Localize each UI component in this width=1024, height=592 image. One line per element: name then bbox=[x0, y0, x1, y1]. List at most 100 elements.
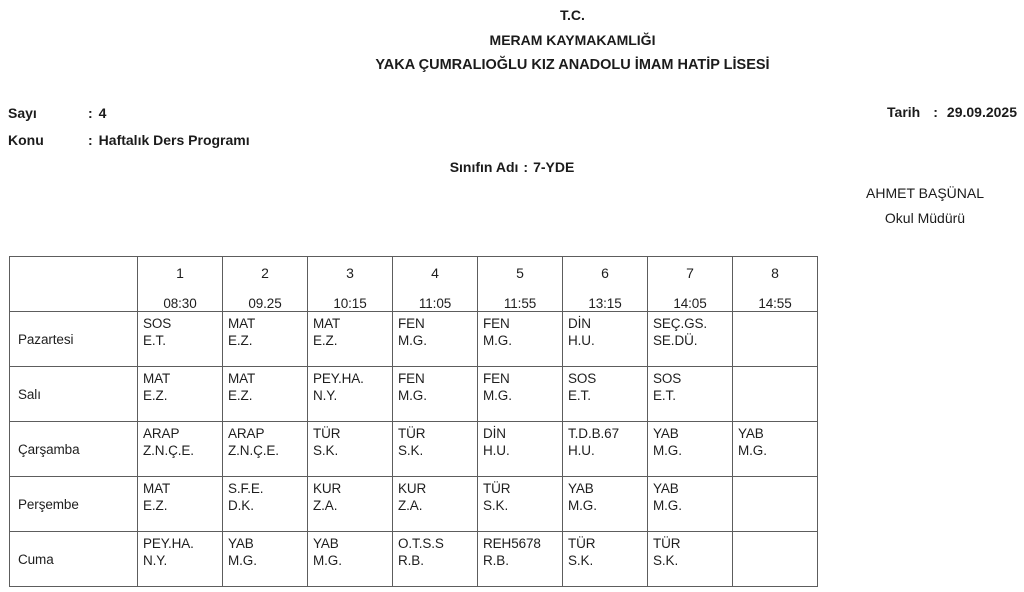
lesson-subject: ARAP bbox=[228, 426, 265, 441]
sayi-label: Sayı bbox=[8, 105, 37, 121]
lesson-teacher: S.K. bbox=[398, 443, 424, 458]
konu-separator: : bbox=[88, 132, 93, 148]
lesson-teacher: D.K. bbox=[228, 498, 254, 513]
lesson-subject: FEN bbox=[483, 316, 510, 331]
period-time: 11:55 bbox=[500, 296, 540, 311]
class-name-label: Sınıfın Adı bbox=[449, 159, 519, 175]
lesson-subject: TÜR bbox=[313, 426, 341, 441]
period-number: 7 bbox=[686, 265, 694, 281]
lesson-subject: TÜR bbox=[398, 426, 426, 441]
schedule-table: 1 08:30 2 09.25 3 10:15 4 11:05 5 11:55 6 13:15 7 14:… bbox=[9, 256, 818, 587]
day-row: Çarşamba ARAP Z.N.Ç.E. ARAP Z.N.Ç.E. TÜR S.K. T… bbox=[9, 421, 818, 477]
day-name-cell: Salı bbox=[9, 366, 138, 422]
lesson-teacher: M.G. bbox=[653, 443, 682, 458]
lesson-cell: FEN M.G. bbox=[477, 311, 563, 367]
lesson-teacher: E.T. bbox=[143, 333, 166, 348]
period-number: 6 bbox=[601, 265, 609, 281]
period-header-cell: 4 11:05 bbox=[392, 256, 478, 312]
konu-value: Haftalık Ders Programı bbox=[98, 132, 250, 148]
lesson-cell: ARAP Z.N.Ç.E. bbox=[222, 421, 308, 477]
lesson-cell: SOS E.T. bbox=[647, 366, 733, 422]
lesson-teacher: M.G. bbox=[653, 498, 682, 513]
day-row: Salı MAT E.Z. MAT E.Z. PEY.HA. N.Y. FEN M.G. FEN M… bbox=[9, 366, 818, 422]
lesson-subject: MAT bbox=[143, 371, 171, 386]
lesson-subject: TÜR bbox=[483, 481, 511, 496]
lesson-subject: MAT bbox=[228, 316, 256, 331]
lesson-cell: TÜR S.K. bbox=[392, 421, 478, 477]
lesson-teacher: S.K. bbox=[313, 443, 339, 458]
period-header-cell: 7 14:05 bbox=[647, 256, 733, 312]
tarih-value: 29.09.2025 bbox=[946, 104, 1017, 120]
schedule-body: Pazartesi SOS E.T. MAT E.Z. MAT E.Z. FEN M.G. FEN… bbox=[9, 311, 818, 587]
lesson-cell: MAT E.Z. bbox=[222, 366, 308, 422]
lesson-cell: DİN H.U. bbox=[562, 311, 648, 367]
lesson-subject: T.D.B.67 bbox=[568, 426, 619, 441]
lesson-cell: KUR Z.A. bbox=[392, 476, 478, 532]
lesson-cell: KUR Z.A. bbox=[307, 476, 393, 532]
lesson-teacher: M.G. bbox=[313, 553, 342, 568]
lesson-teacher: E.T. bbox=[653, 388, 676, 403]
lesson-subject: SOS bbox=[653, 371, 682, 386]
lesson-cell: ARAP Z.N.Ç.E. bbox=[137, 421, 223, 477]
lesson-cell bbox=[732, 311, 818, 367]
header-district: MERAM KAYMAKAMLIĞI bbox=[489, 32, 656, 48]
lesson-teacher: E.Z. bbox=[228, 333, 253, 348]
period-header-cell: 2 09.25 bbox=[222, 256, 308, 312]
lesson-cell: YAB M.G. bbox=[307, 531, 393, 587]
day-name-cell: Perşembe bbox=[9, 476, 138, 532]
lesson-teacher: E.T. bbox=[568, 388, 591, 403]
lesson-teacher: E.Z. bbox=[228, 388, 253, 403]
lesson-cell bbox=[732, 366, 818, 422]
period-time: 13:15 bbox=[585, 296, 625, 311]
lesson-teacher: SE.DÜ. bbox=[653, 333, 698, 348]
konu-label: Konu bbox=[8, 132, 44, 148]
lesson-cell: TÜR S.K. bbox=[647, 531, 733, 587]
lesson-teacher: Z.A. bbox=[313, 498, 338, 513]
lesson-subject: YAB bbox=[568, 481, 594, 496]
period-time: 14:55 bbox=[755, 296, 795, 311]
lesson-subject: YAB bbox=[653, 481, 679, 496]
lesson-teacher: M.G. bbox=[398, 388, 427, 403]
period-number: 3 bbox=[346, 265, 354, 281]
lesson-subject: FEN bbox=[398, 316, 425, 331]
lesson-subject: ARAP bbox=[143, 426, 180, 441]
lesson-teacher: N.Y. bbox=[143, 553, 168, 568]
day-row: Cuma PEY.HA. N.Y. YAB M.G. YAB M.G. O.T.S.S R.B.… bbox=[9, 531, 818, 587]
lesson-cell: S.F.E. D.K. bbox=[222, 476, 308, 532]
lesson-teacher: H.U. bbox=[483, 443, 510, 458]
lesson-subject: DİN bbox=[483, 426, 506, 441]
lesson-subject: SOS bbox=[143, 316, 172, 331]
period-time: 08:30 bbox=[160, 296, 200, 311]
lesson-teacher: M.G. bbox=[568, 498, 597, 513]
class-name-separator: : bbox=[523, 159, 529, 175]
lesson-subject: MAT bbox=[228, 371, 256, 386]
lesson-teacher: R.B. bbox=[483, 553, 509, 568]
lesson-teacher: S.K. bbox=[483, 498, 509, 513]
lesson-cell: YAB M.G. bbox=[732, 421, 818, 477]
lesson-cell: SOS E.T. bbox=[562, 366, 648, 422]
period-time: 09.25 bbox=[245, 296, 285, 311]
lesson-subject: YAB bbox=[228, 536, 254, 551]
lesson-subject: S.F.E. bbox=[228, 481, 264, 496]
lesson-subject: YAB bbox=[738, 426, 764, 441]
sayi-value: 4 bbox=[98, 105, 107, 121]
meta-block: Sayı:4 Konu: Haftalık Ders Programı bbox=[8, 104, 250, 158]
lesson-subject: MAT bbox=[313, 316, 341, 331]
header-tc: T.C. bbox=[560, 7, 585, 23]
period-number: 1 bbox=[176, 265, 184, 281]
lesson-subject: YAB bbox=[653, 426, 679, 441]
lesson-cell: FEN M.G. bbox=[477, 366, 563, 422]
day-name-cell: Pazartesi bbox=[9, 311, 138, 367]
period-time: 14:05 bbox=[670, 296, 710, 311]
lesson-subject: TÜR bbox=[653, 536, 681, 551]
period-header-cell: 6 13:15 bbox=[562, 256, 648, 312]
lesson-teacher: S.K. bbox=[568, 553, 594, 568]
date-row: Tarih:29.09.2025 bbox=[887, 104, 1017, 120]
lesson-teacher: M.G. bbox=[398, 333, 427, 348]
principal-title: Okul Müdürü bbox=[884, 210, 966, 226]
period-header-row: 1 08:30 2 09.25 3 10:15 4 11:05 5 11:55 6 13:15 7 14:… bbox=[9, 256, 818, 312]
lesson-teacher: E.Z. bbox=[143, 388, 168, 403]
lesson-subject: PEY.HA. bbox=[313, 371, 364, 386]
lesson-subject: O.T.S.S bbox=[398, 536, 444, 551]
day-name-cell: Cuma bbox=[9, 531, 138, 587]
